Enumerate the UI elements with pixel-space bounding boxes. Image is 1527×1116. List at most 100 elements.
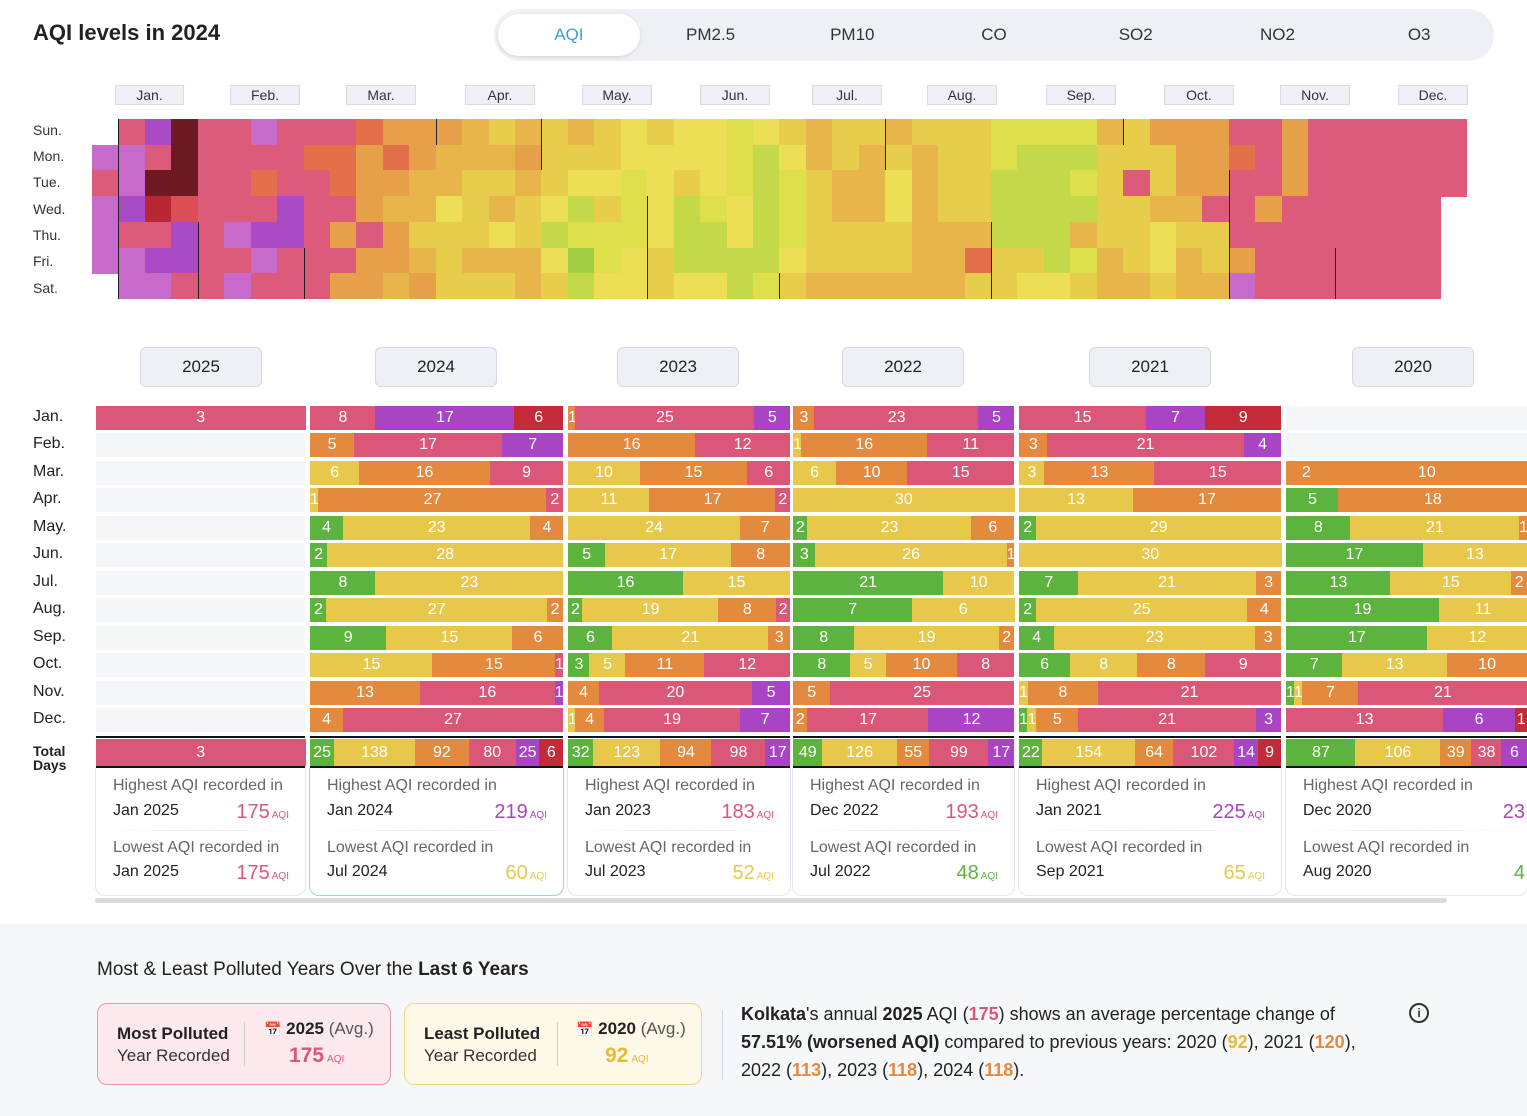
heatmap-cell[interactable] [1334,221,1362,249]
heatmap-cell[interactable] [1096,196,1124,223]
heatmap-cell[interactable] [594,170,622,197]
heatmap-cell[interactable] [938,221,966,249]
month-bar-segment[interactable]: 9 [310,626,387,650]
month-bar-segment[interactable]: 15 [310,653,433,677]
heatmap-cell[interactable] [409,247,437,274]
heatmap-cell[interactable] [118,196,146,223]
year-button-2023[interactable]: 2023 [617,347,739,387]
month-bar-segment[interactable]: 19 [853,626,1000,650]
heatmap-cell[interactable] [515,196,543,223]
heatmap-cell[interactable] [594,247,622,274]
heatmap-cell[interactable] [1070,273,1098,300]
heatmap-cell[interactable] [171,273,199,300]
heatmap-cell[interactable] [541,196,569,223]
heatmap-cell[interactable] [1228,273,1256,300]
heatmap-cell[interactable] [409,119,437,146]
month-bar-segment[interactable]: 26 [815,543,1008,567]
month-bar-segment[interactable]: 8 [718,598,777,622]
heatmap-cell[interactable] [567,273,595,300]
heatmap-cell[interactable] [409,170,437,197]
heatmap-cell[interactable] [964,247,992,274]
total-bar-segment[interactable]: 22 [1019,739,1043,766]
heatmap-cell[interactable] [726,144,754,171]
heatmap-cell[interactable] [144,273,172,300]
month-bar-segment[interactable]: 1 [310,488,319,512]
heatmap-cell[interactable] [329,119,357,146]
heatmap-cell[interactable] [1070,221,1098,249]
month-bar-segment[interactable]: 27 [318,488,547,512]
heatmap-cell[interactable] [1414,247,1442,274]
heatmap-cell[interactable] [779,170,807,197]
heatmap-cell[interactable] [620,144,648,171]
total-bar-segment[interactable]: 17 [764,739,791,766]
month-bar-segment[interactable]: 11 [625,653,705,677]
heatmap-cell[interactable] [541,247,569,274]
month-bar-segment[interactable]: 3 [793,406,815,430]
month-bar-segment[interactable]: 12 [694,433,791,457]
year-summary-card[interactable]: Highest AQI recorded in Jan 2025 175 AQI Low… [95,768,306,896]
heatmap-cell[interactable] [541,221,569,249]
heatmap-cell[interactable] [1308,144,1336,171]
total-bar-segment[interactable]: 49 [793,739,823,766]
month-bar-segment[interactable]: 4 [310,516,344,540]
heatmap-cell[interactable] [647,196,675,223]
heatmap-cell[interactable] [832,273,860,300]
heatmap-cell[interactable] [1361,144,1389,171]
heatmap-cell[interactable] [515,170,543,197]
month-bar-segment[interactable]: 4 [1247,598,1282,622]
heatmap-cell[interactable] [1255,170,1283,197]
month-bar-segment[interactable]: 10 [942,571,1015,595]
heatmap-cell[interactable] [858,119,886,146]
heatmap-cell[interactable] [171,119,199,146]
month-bar-segment[interactable]: 3 [793,543,816,567]
heatmap-cell[interactable] [382,247,410,274]
month-bar-segment[interactable]: 17 [807,708,929,732]
tab-aqi[interactable]: AQI [498,14,640,56]
total-bar-segment[interactable]: 126 [822,739,898,766]
heatmap-cell[interactable] [1176,273,1204,300]
month-bar-segment[interactable]: 7 [793,598,913,622]
month-bar-segment[interactable]: 8 [1286,516,1351,540]
month-bar-segment[interactable]: 1 [1514,708,1527,732]
month-bar-segment[interactable]: 6 [514,406,564,430]
heatmap-cell[interactable] [1043,144,1071,171]
month-bar-segment[interactable]: 2 [568,598,583,622]
heatmap-cell[interactable] [118,119,146,146]
month-bar-segment[interactable]: 8 [793,653,851,677]
month-bar-segment[interactable]: 9 [1204,653,1282,677]
heatmap-cell[interactable] [885,119,913,146]
heatmap-cell[interactable] [647,247,675,274]
heatmap-cell[interactable] [1387,221,1415,249]
month-bar-segment[interactable]: 17 [353,433,503,457]
heatmap-cell[interactable] [964,196,992,223]
heatmap-cell[interactable] [779,273,807,300]
heatmap-cell[interactable] [1017,273,1045,300]
month-bar-segment[interactable]: 6 [1442,708,1516,732]
heatmap-cell[interactable] [964,221,992,249]
heatmap-cell[interactable] [277,170,305,197]
heatmap-cell[interactable] [647,170,675,197]
heatmap-cell[interactable] [726,170,754,197]
heatmap-cell[interactable] [885,196,913,223]
heatmap-cell[interactable] [673,196,701,223]
heatmap-cell[interactable] [1228,196,1256,223]
month-bar-segment[interactable]: 9 [1204,406,1282,430]
heatmap-cell[interactable] [224,247,252,274]
heatmap-cell[interactable] [753,144,781,171]
heatmap-cell[interactable] [990,273,1018,300]
heatmap-cell[interactable] [224,273,252,300]
month-bar-segment[interactable]: 2 [775,488,791,512]
month-bar-segment[interactable]: 1 [1019,681,1029,705]
heatmap-cell[interactable] [673,144,701,171]
month-bar-segment[interactable]: 21 [1350,516,1520,540]
heatmap-cell[interactable] [462,170,490,197]
month-bar-segment[interactable]: 13 [310,681,421,705]
year-button-2020[interactable]: 2020 [1352,347,1474,387]
info-icon[interactable]: i [1409,1003,1429,1023]
month-bar-segment[interactable]: 17 [649,488,776,512]
heatmap-cell[interactable] [938,247,966,274]
month-bar-segment[interactable]: 10 [1446,653,1527,677]
heatmap-cell[interactable] [964,119,992,146]
heatmap-cell[interactable] [1202,247,1230,274]
heatmap-cell[interactable] [356,144,384,171]
